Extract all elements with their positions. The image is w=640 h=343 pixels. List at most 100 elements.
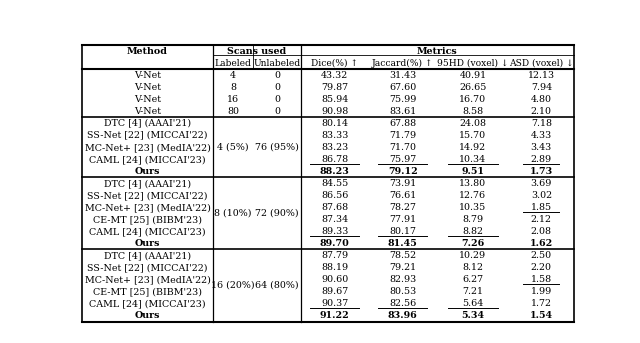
Text: CAML [24] (MICCAI'23): CAML [24] (MICCAI'23) bbox=[89, 227, 206, 236]
Text: 90.37: 90.37 bbox=[321, 299, 349, 308]
Text: 82.93: 82.93 bbox=[389, 275, 416, 284]
Text: 26.65: 26.65 bbox=[459, 83, 486, 92]
Text: 9.51: 9.51 bbox=[461, 167, 484, 176]
Text: 64 (80%): 64 (80%) bbox=[255, 281, 299, 290]
Text: 78.52: 78.52 bbox=[389, 251, 416, 260]
Text: 14.92: 14.92 bbox=[460, 143, 486, 152]
Text: SS-Net [22] (MICCAI'22): SS-Net [22] (MICCAI'22) bbox=[87, 263, 208, 272]
Text: 15.70: 15.70 bbox=[460, 131, 486, 140]
Text: V-Net: V-Net bbox=[134, 95, 161, 104]
Text: 2.20: 2.20 bbox=[531, 263, 552, 272]
Text: Unlabeled: Unlabeled bbox=[253, 59, 301, 68]
Text: 79.21: 79.21 bbox=[389, 263, 416, 272]
Text: 6.27: 6.27 bbox=[462, 275, 483, 284]
Text: Scans used: Scans used bbox=[227, 47, 286, 56]
Text: 86.78: 86.78 bbox=[321, 155, 348, 164]
Text: 87.34: 87.34 bbox=[321, 215, 348, 224]
Text: 67.60: 67.60 bbox=[389, 83, 416, 92]
Text: 67.88: 67.88 bbox=[389, 119, 416, 128]
Text: V-Net: V-Net bbox=[134, 83, 161, 92]
Text: DTC [4] (AAAI'21): DTC [4] (AAAI'21) bbox=[104, 179, 191, 188]
Text: 83.96: 83.96 bbox=[388, 311, 417, 320]
Text: 13.80: 13.80 bbox=[460, 179, 486, 188]
Text: 1.58: 1.58 bbox=[531, 275, 552, 284]
Text: 2.12: 2.12 bbox=[531, 215, 552, 224]
Text: 10.34: 10.34 bbox=[460, 155, 486, 164]
Text: MC-Net+ [23] (MedIA'22): MC-Net+ [23] (MedIA'22) bbox=[84, 275, 211, 284]
Text: Method: Method bbox=[127, 47, 168, 56]
Text: Metrics: Metrics bbox=[417, 47, 458, 56]
Text: Ours: Ours bbox=[135, 311, 160, 320]
Text: V-Net: V-Net bbox=[134, 71, 161, 80]
Text: 80.53: 80.53 bbox=[389, 287, 416, 296]
Text: 82.56: 82.56 bbox=[389, 299, 416, 308]
Text: Jaccard(%) ↑: Jaccard(%) ↑ bbox=[372, 59, 433, 68]
Text: Labeled: Labeled bbox=[214, 59, 252, 68]
Text: 80: 80 bbox=[227, 107, 239, 116]
Text: 4: 4 bbox=[230, 71, 236, 80]
Text: 76.61: 76.61 bbox=[389, 191, 416, 200]
Text: CAML [24] (MICCAI'23): CAML [24] (MICCAI'23) bbox=[89, 299, 206, 308]
Text: 79.87: 79.87 bbox=[321, 83, 348, 92]
Text: 2.50: 2.50 bbox=[531, 251, 552, 260]
Text: 2.89: 2.89 bbox=[531, 155, 552, 164]
Text: ASD (voxel) ↓: ASD (voxel) ↓ bbox=[509, 59, 573, 68]
Text: 4.33: 4.33 bbox=[531, 131, 552, 140]
Text: V-Net: V-Net bbox=[134, 107, 161, 116]
Text: 12.76: 12.76 bbox=[460, 191, 486, 200]
Text: 8: 8 bbox=[230, 83, 236, 92]
Text: 16 (20%): 16 (20%) bbox=[211, 281, 255, 290]
Text: 7.26: 7.26 bbox=[461, 239, 484, 248]
Text: SS-Net [22] (MICCAI'22): SS-Net [22] (MICCAI'22) bbox=[87, 131, 208, 140]
Text: SS-Net [22] (MICCAI'22): SS-Net [22] (MICCAI'22) bbox=[87, 191, 208, 200]
Text: 88.19: 88.19 bbox=[321, 263, 348, 272]
Text: 31.43: 31.43 bbox=[389, 71, 416, 80]
Text: 43.32: 43.32 bbox=[321, 71, 349, 80]
Text: 1.73: 1.73 bbox=[530, 167, 553, 176]
Text: 86.56: 86.56 bbox=[321, 191, 349, 200]
Text: 71.70: 71.70 bbox=[389, 143, 416, 152]
Text: 75.99: 75.99 bbox=[389, 95, 417, 104]
Text: 76 (95%): 76 (95%) bbox=[255, 143, 299, 152]
Text: 83.23: 83.23 bbox=[321, 143, 349, 152]
Text: 3.43: 3.43 bbox=[531, 143, 552, 152]
Text: 24.08: 24.08 bbox=[460, 119, 486, 128]
Text: 4.80: 4.80 bbox=[531, 95, 552, 104]
Text: 89.70: 89.70 bbox=[320, 239, 349, 248]
Text: DTC [4] (AAAI'21): DTC [4] (AAAI'21) bbox=[104, 251, 191, 260]
Text: CE-MT [25] (BIBM'23): CE-MT [25] (BIBM'23) bbox=[93, 215, 202, 224]
Text: 75.97: 75.97 bbox=[389, 155, 416, 164]
Text: 1.85: 1.85 bbox=[531, 203, 552, 212]
Text: 89.33: 89.33 bbox=[321, 227, 349, 236]
Text: 95HD (voxel) ↓: 95HD (voxel) ↓ bbox=[437, 59, 509, 68]
Text: 85.94: 85.94 bbox=[321, 95, 349, 104]
Text: 80.17: 80.17 bbox=[389, 227, 416, 236]
Text: Ours: Ours bbox=[135, 239, 160, 248]
Text: 0: 0 bbox=[274, 71, 280, 80]
Text: 1.99: 1.99 bbox=[531, 287, 552, 296]
Text: DTC [4] (AAAI'21): DTC [4] (AAAI'21) bbox=[104, 119, 191, 128]
Text: 79.12: 79.12 bbox=[388, 167, 417, 176]
Text: MC-Net+ [23] (MedIA'22): MC-Net+ [23] (MedIA'22) bbox=[84, 143, 211, 152]
Text: 7.94: 7.94 bbox=[531, 83, 552, 92]
Text: 8.12: 8.12 bbox=[462, 263, 483, 272]
Text: 16: 16 bbox=[227, 95, 239, 104]
Text: 8.58: 8.58 bbox=[462, 107, 483, 116]
Text: 73.91: 73.91 bbox=[389, 179, 416, 188]
Text: CAML [24] (MICCAI'23): CAML [24] (MICCAI'23) bbox=[89, 155, 206, 164]
Text: 5.34: 5.34 bbox=[461, 311, 484, 320]
Text: 88.23: 88.23 bbox=[320, 167, 350, 176]
Text: 83.33: 83.33 bbox=[321, 131, 349, 140]
Text: 40.91: 40.91 bbox=[460, 71, 486, 80]
Text: 90.60: 90.60 bbox=[321, 275, 349, 284]
Text: 0: 0 bbox=[274, 95, 280, 104]
Text: 1.62: 1.62 bbox=[530, 239, 553, 248]
Text: 2.08: 2.08 bbox=[531, 227, 552, 236]
Text: 78.27: 78.27 bbox=[389, 203, 416, 212]
Text: 3.02: 3.02 bbox=[531, 191, 552, 200]
Text: 80.14: 80.14 bbox=[321, 119, 348, 128]
Text: Ours: Ours bbox=[135, 167, 160, 176]
Text: 4 (5%): 4 (5%) bbox=[217, 143, 249, 152]
Text: 5.64: 5.64 bbox=[462, 299, 483, 308]
Text: 91.22: 91.22 bbox=[320, 311, 349, 320]
